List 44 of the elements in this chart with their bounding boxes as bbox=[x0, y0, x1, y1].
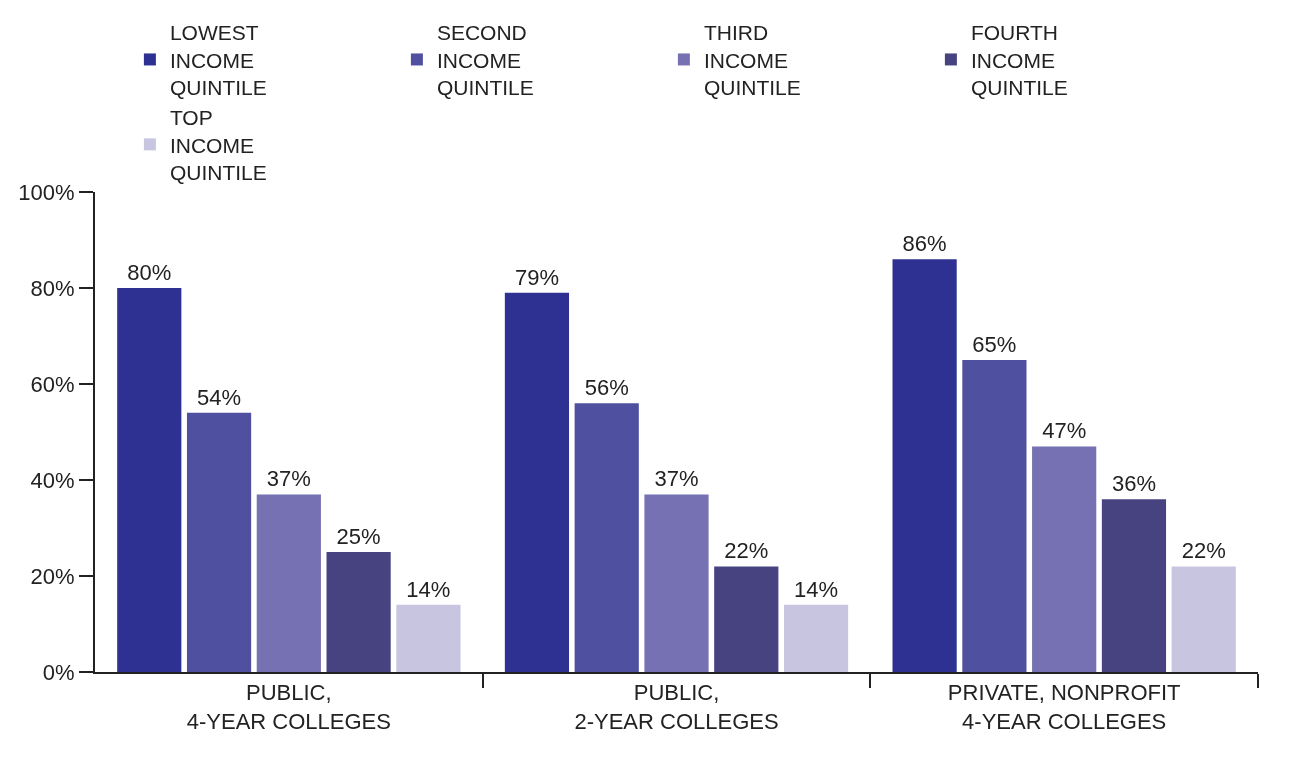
data-label: 36% bbox=[1111, 471, 1156, 497]
data-label: 14% bbox=[794, 576, 839, 602]
bar bbox=[326, 552, 391, 672]
data-label: 25% bbox=[336, 524, 381, 549]
data-label: 22% bbox=[724, 538, 769, 564]
bar bbox=[892, 259, 957, 672]
y-tick-label: 60% bbox=[30, 371, 75, 397]
data-label: 47% bbox=[1042, 418, 1087, 444]
y-tick-label: 100% bbox=[18, 179, 75, 205]
legend-label: SECOND INCOME QUINTILE bbox=[436, 21, 534, 99]
bar bbox=[1032, 446, 1097, 672]
data-label: 14% bbox=[406, 576, 451, 602]
bar bbox=[1171, 566, 1236, 672]
bar bbox=[256, 494, 321, 672]
data-label: 56% bbox=[584, 375, 629, 401]
y-tick-label: 0% bbox=[42, 659, 75, 685]
bar bbox=[574, 403, 639, 672]
bar bbox=[1101, 499, 1167, 672]
data-label: 86% bbox=[902, 231, 947, 257]
legend-label: LOWEST INCOME QUINTILE bbox=[169, 21, 267, 99]
x-tick-label: PUBLIC, 4-YEAR COLLEGES bbox=[186, 680, 391, 734]
bar bbox=[962, 360, 1027, 672]
data-label: 22% bbox=[1181, 538, 1226, 564]
data-label: 37% bbox=[654, 466, 699, 492]
bar bbox=[396, 604, 461, 672]
bar bbox=[186, 412, 252, 672]
bar bbox=[117, 288, 182, 672]
legend-label: TOP INCOME QUINTILE bbox=[169, 106, 267, 184]
bar bbox=[783, 604, 849, 672]
data-label: 54% bbox=[197, 384, 242, 410]
y-tick-label: 20% bbox=[30, 563, 75, 589]
x-tick-label: PUBLIC, 2-YEAR COLLEGES bbox=[574, 680, 779, 734]
legend-label: FOURTH INCOME QUINTILE bbox=[970, 21, 1068, 99]
bar bbox=[504, 292, 570, 672]
bar bbox=[714, 566, 779, 672]
y-tick-label: 80% bbox=[30, 275, 75, 301]
data-label: 37% bbox=[266, 466, 311, 492]
bar bbox=[644, 494, 709, 672]
y-tick-label: 40% bbox=[30, 467, 75, 493]
data-label: 79% bbox=[514, 264, 559, 290]
data-label: 65% bbox=[972, 332, 1017, 357]
legend-label: THIRD INCOME QUINTILE bbox=[703, 21, 801, 99]
x-tick-label: PRIVATE, NONPROFIT 4-YEAR COLLEGES bbox=[947, 680, 1181, 734]
data-label: 80% bbox=[127, 260, 172, 285]
